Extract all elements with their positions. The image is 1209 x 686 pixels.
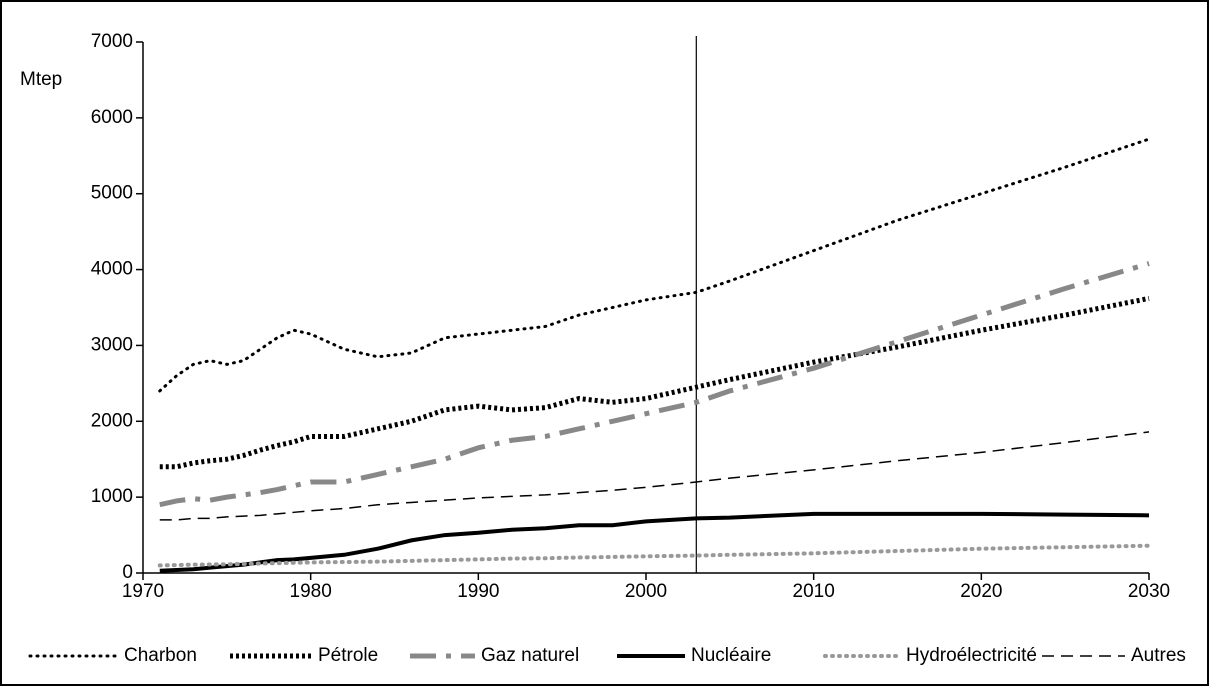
- series-line: [158, 137, 1151, 393]
- legend-label: Gaz naturel: [481, 645, 579, 666]
- y-tick-label: 2000: [91, 410, 133, 431]
- series-line: [159, 511, 1150, 573]
- series-line: [159, 295, 1150, 470]
- x-tick-label: 1990: [457, 581, 499, 602]
- legend-label: Pétrole: [318, 645, 378, 666]
- series-line: [159, 431, 1150, 521]
- legend-label: Charbon: [124, 645, 197, 666]
- x-tick-label: 2030: [1128, 581, 1170, 602]
- x-tick-label: 2000: [625, 581, 667, 602]
- y-tick-label: 5000: [91, 183, 133, 204]
- y-axis-label: Mtep: [20, 69, 62, 90]
- legend-label: Nucléaire: [691, 645, 771, 666]
- y-tick-label: 0: [122, 562, 133, 583]
- y-tick-label: 3000: [91, 334, 133, 355]
- y-tick-label: 1000: [91, 486, 133, 507]
- series-line: [157, 543, 1151, 568]
- x-tick-label: 1980: [290, 581, 332, 602]
- y-tick-label: 7000: [91, 31, 133, 52]
- x-tick-label: 2020: [960, 581, 1002, 602]
- legend-label: Hydroélectricité: [906, 645, 1037, 666]
- y-tick-label: 6000: [91, 107, 133, 128]
- series-line: [159, 261, 1150, 508]
- x-tick-label: 1970: [122, 581, 164, 602]
- y-tick-label: 4000: [91, 259, 133, 280]
- x-tick-label: 2010: [793, 581, 835, 602]
- legend-label: Autres: [1131, 645, 1186, 666]
